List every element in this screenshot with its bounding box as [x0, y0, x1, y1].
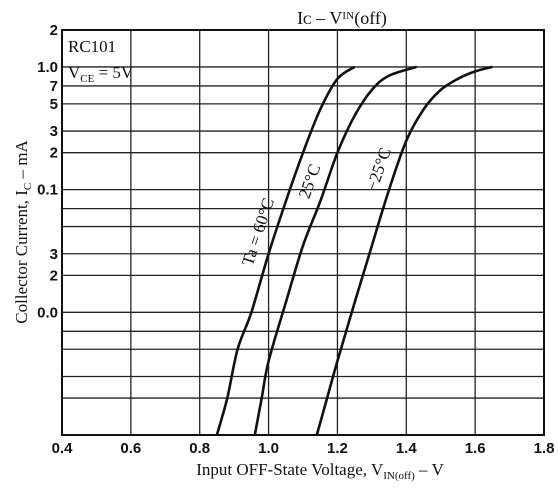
- y-axis-label: Collector Current, IC – mA: [12, 140, 34, 324]
- y-tick-label: 0.0: [37, 304, 58, 321]
- x-tick-label: 1.6: [465, 440, 486, 457]
- y-tick-label: 2: [50, 22, 58, 39]
- y-tick-label: 3: [50, 123, 58, 140]
- series-line-0: [215, 65, 356, 436]
- chart-title: Iᴄ – Vᴵᴺ(off): [297, 8, 387, 29]
- x-tick-label: 0.4: [52, 440, 74, 457]
- y-tick-label: 3: [50, 246, 58, 263]
- tick-labels: 0.4 0.6 0.8 1.0 1.2 1.4 1.6 1.8 2 1.0 75 3 2 0.1 3 2 0.0: [37, 22, 554, 457]
- y-tick-label: 1.0: [37, 59, 58, 76]
- y-tick-label: 7: [50, 78, 58, 95]
- y-tick-label: 2: [50, 145, 58, 162]
- x-tick-label: 1.2: [327, 440, 348, 457]
- x-tick-label: 1.0: [258, 440, 279, 457]
- plot-frame: [61, 29, 545, 436]
- test-condition: VCE = 5V: [68, 63, 134, 85]
- x-tick-label: 0.8: [189, 440, 210, 457]
- series-line-1: [253, 65, 418, 436]
- y-tick-label: 2: [50, 267, 58, 284]
- x-tick-label: 1.8: [534, 440, 555, 457]
- y-tick-label: 0.1: [37, 182, 58, 199]
- series-label-1: 25°C: [295, 162, 325, 201]
- grid: [61, 29, 545, 436]
- y-tick-label: 5: [50, 96, 58, 113]
- x-axis-label: Input OFF-State Voltage, VIN(off) – V: [196, 460, 444, 482]
- series-line-2: [315, 65, 493, 436]
- part-number: RC101: [68, 37, 116, 56]
- x-tick-label: 1.4: [396, 440, 418, 457]
- x-tick-label: 0.6: [120, 440, 141, 457]
- series-layer: Ta = 60°C25°C −25°C: [215, 65, 493, 436]
- series-label-0: Ta = 60°C: [238, 196, 278, 268]
